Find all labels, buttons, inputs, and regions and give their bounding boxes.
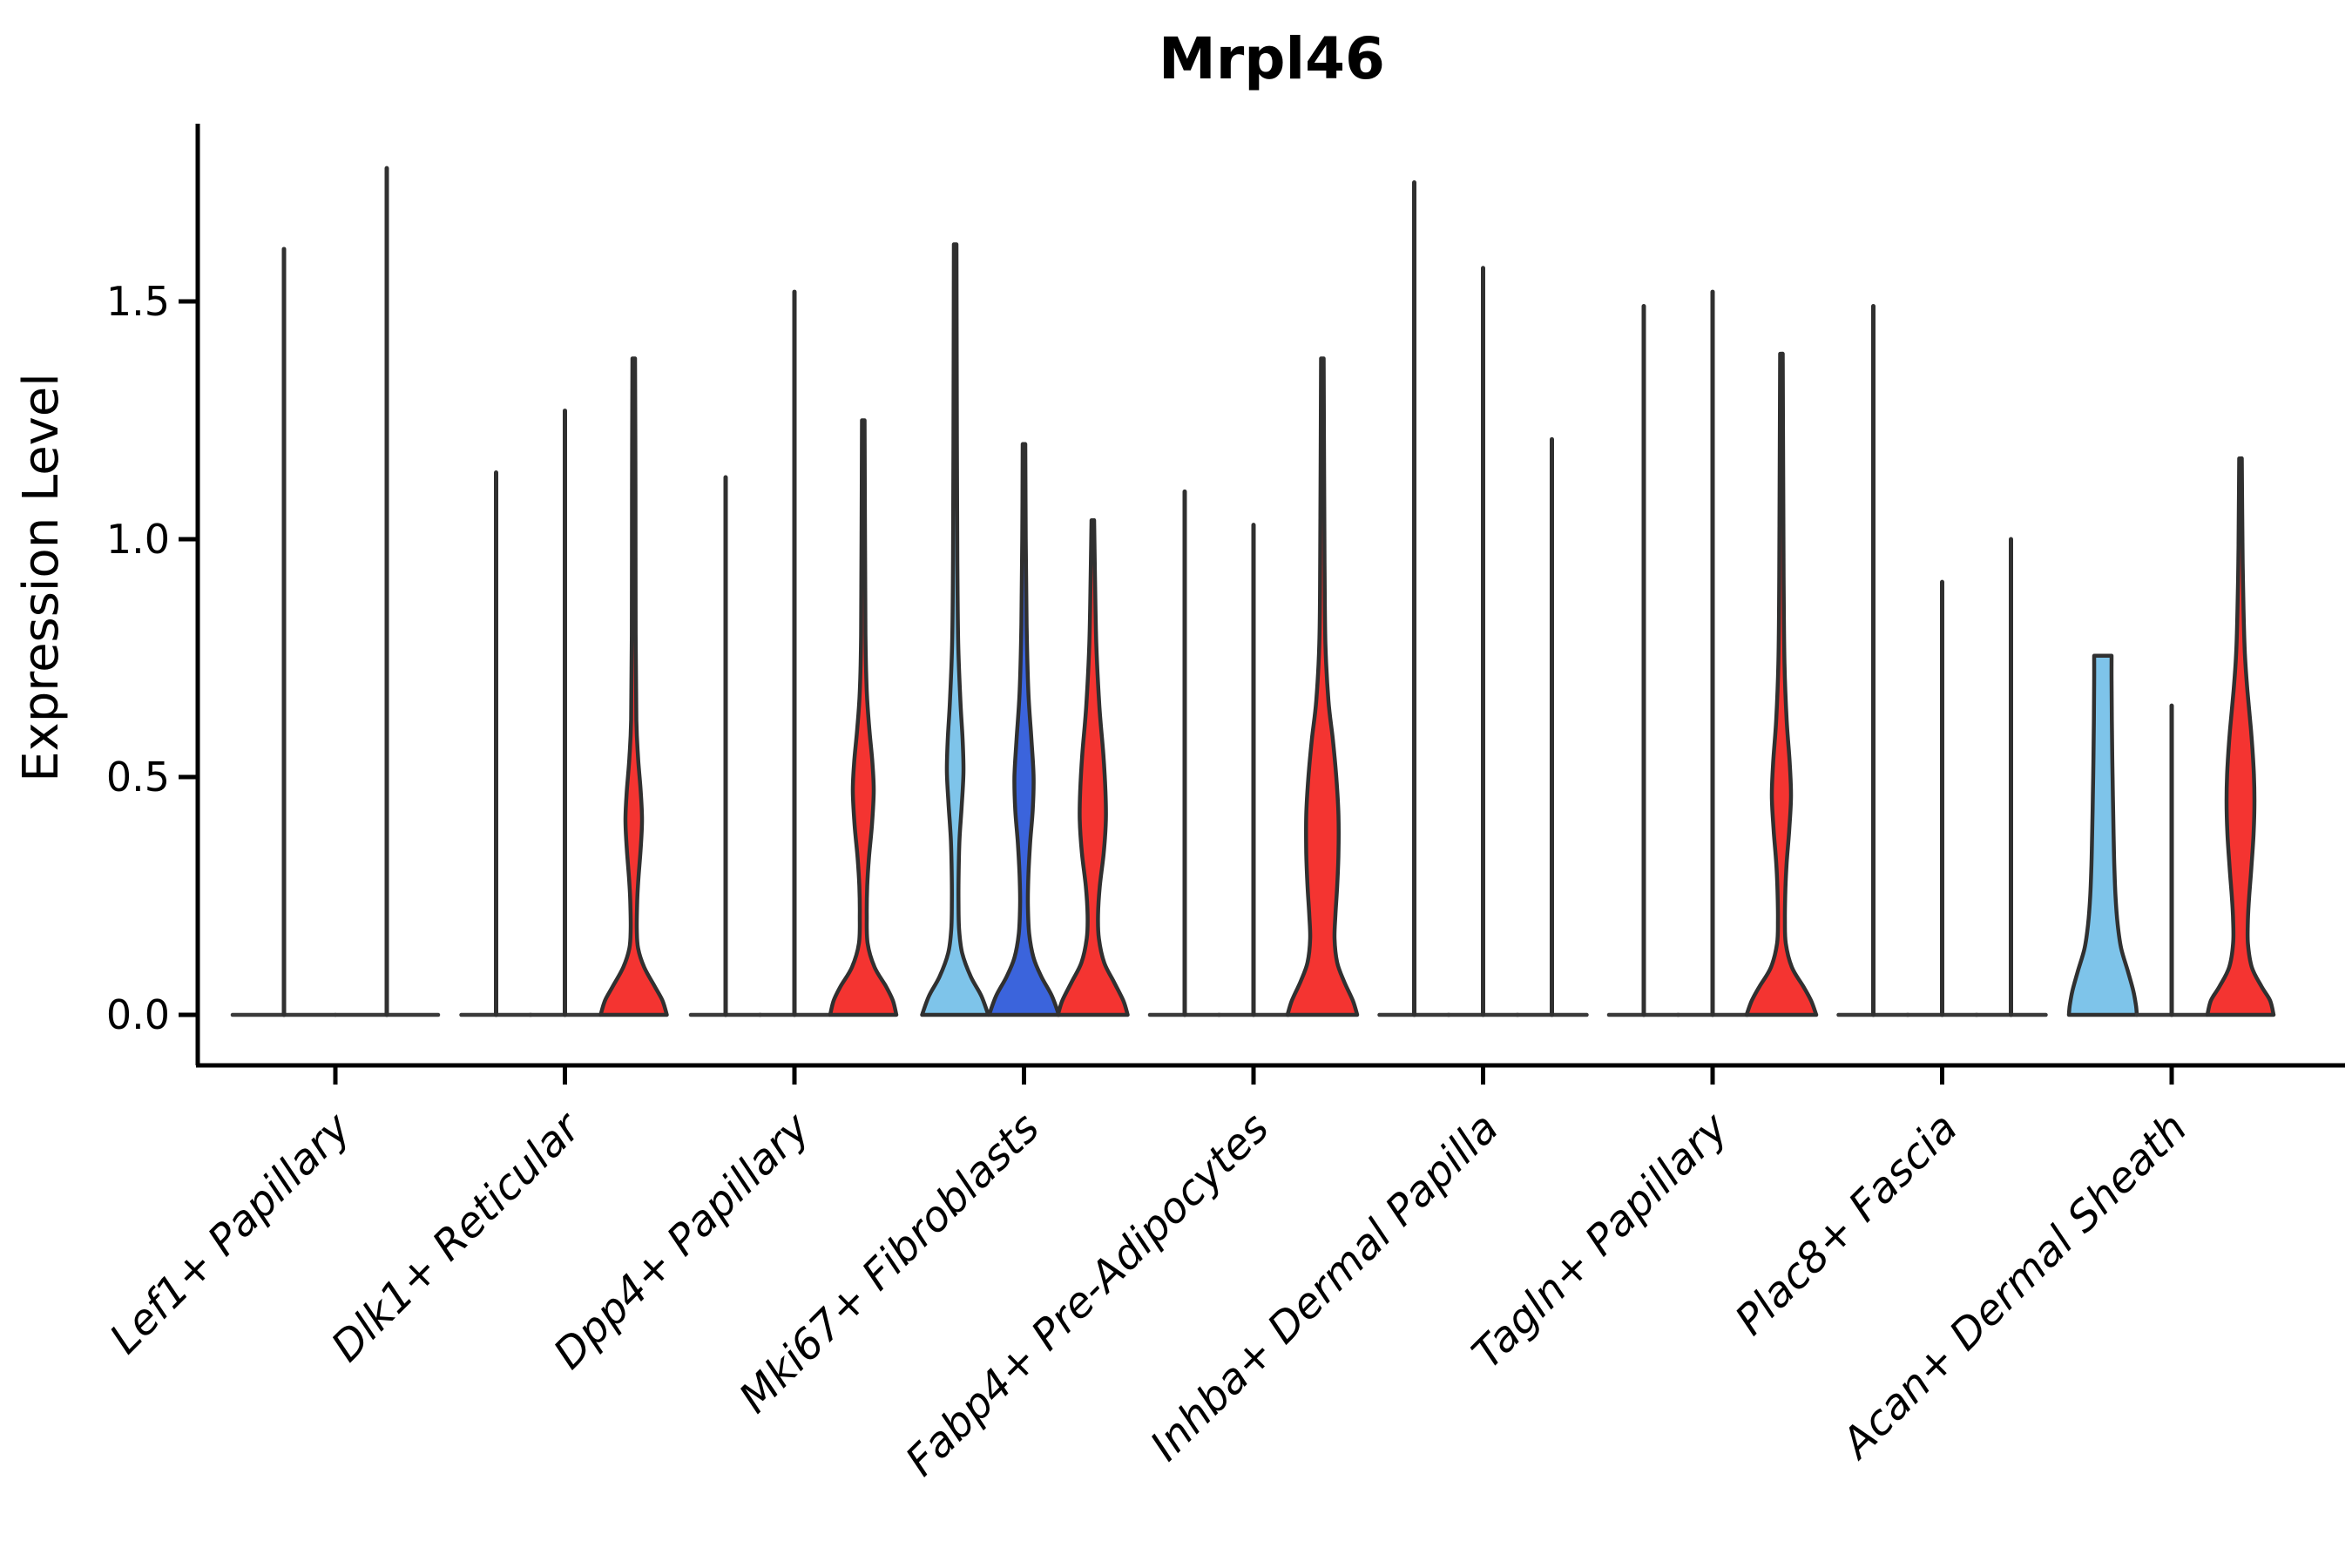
violin-body bbox=[920, 242, 990, 1017]
violin-flat bbox=[1377, 180, 1451, 1017]
violin-body bbox=[598, 356, 669, 1017]
y-tick-label: 0.0 bbox=[106, 991, 170, 1038]
violin-flat bbox=[1974, 537, 2048, 1017]
violin-flat bbox=[528, 409, 602, 1017]
violin-flat bbox=[333, 166, 441, 1017]
violin-flat bbox=[1905, 579, 1979, 1017]
violin-red bbox=[1056, 517, 1130, 1017]
violin-red bbox=[2205, 456, 2276, 1017]
violin-flat bbox=[1836, 303, 1910, 1017]
x-tick-label: Fabp4+ Pre-Adipocytes bbox=[896, 1104, 1279, 1486]
violin-body bbox=[2066, 653, 2139, 1017]
violin-body bbox=[1285, 356, 1360, 1017]
violin-flat bbox=[2134, 703, 2209, 1017]
axes-layer bbox=[195, 124, 2345, 1068]
violin-flat bbox=[688, 475, 763, 1017]
y-ticks-layer: 0.0 0.5 1.0 1.5 bbox=[106, 278, 198, 1038]
violin-red bbox=[598, 356, 669, 1017]
y-tick-label: 1.0 bbox=[106, 516, 170, 563]
x-tick-label: Dpp4+ Papillary bbox=[544, 1103, 820, 1378]
violin-red bbox=[1285, 356, 1360, 1017]
violin-body bbox=[1056, 517, 1130, 1017]
violin-light_blue bbox=[920, 242, 990, 1017]
x-tick-label: Tagln+ Papillary bbox=[1463, 1103, 1738, 1378]
violin-body bbox=[987, 442, 1061, 1017]
violin-light_blue bbox=[2066, 653, 2139, 1017]
violin-flat bbox=[1675, 289, 1750, 1017]
violins-layer bbox=[230, 166, 2276, 1017]
violin-flat bbox=[757, 289, 832, 1017]
violin-red bbox=[1744, 351, 1819, 1017]
violin-body bbox=[828, 418, 899, 1017]
plot-title: Mrpl46 bbox=[1159, 25, 1385, 92]
y-tick-label: 0.5 bbox=[106, 754, 170, 801]
violin-flat bbox=[1446, 266, 1520, 1017]
violin-body bbox=[1744, 351, 1819, 1017]
x-tick-label: Dlk1+ Reticular bbox=[322, 1102, 592, 1372]
violin-dark_blue bbox=[987, 442, 1061, 1017]
violin-flat bbox=[230, 247, 338, 1017]
y-tick-label: 1.5 bbox=[106, 278, 170, 325]
x-tick-label: Plac8+ Fascia bbox=[1726, 1104, 1967, 1345]
violin-red bbox=[828, 418, 899, 1017]
violin-flat bbox=[1147, 489, 1222, 1017]
violin-flat bbox=[1515, 436, 1589, 1017]
violin-flat bbox=[1216, 523, 1291, 1017]
violin-body bbox=[2205, 456, 2276, 1017]
violin-flat bbox=[459, 470, 533, 1017]
y-axis-label: Expression Level bbox=[13, 373, 70, 782]
x-tick-label: Lef1+ Papillary bbox=[100, 1103, 361, 1363]
violin-flat bbox=[1606, 303, 1681, 1017]
